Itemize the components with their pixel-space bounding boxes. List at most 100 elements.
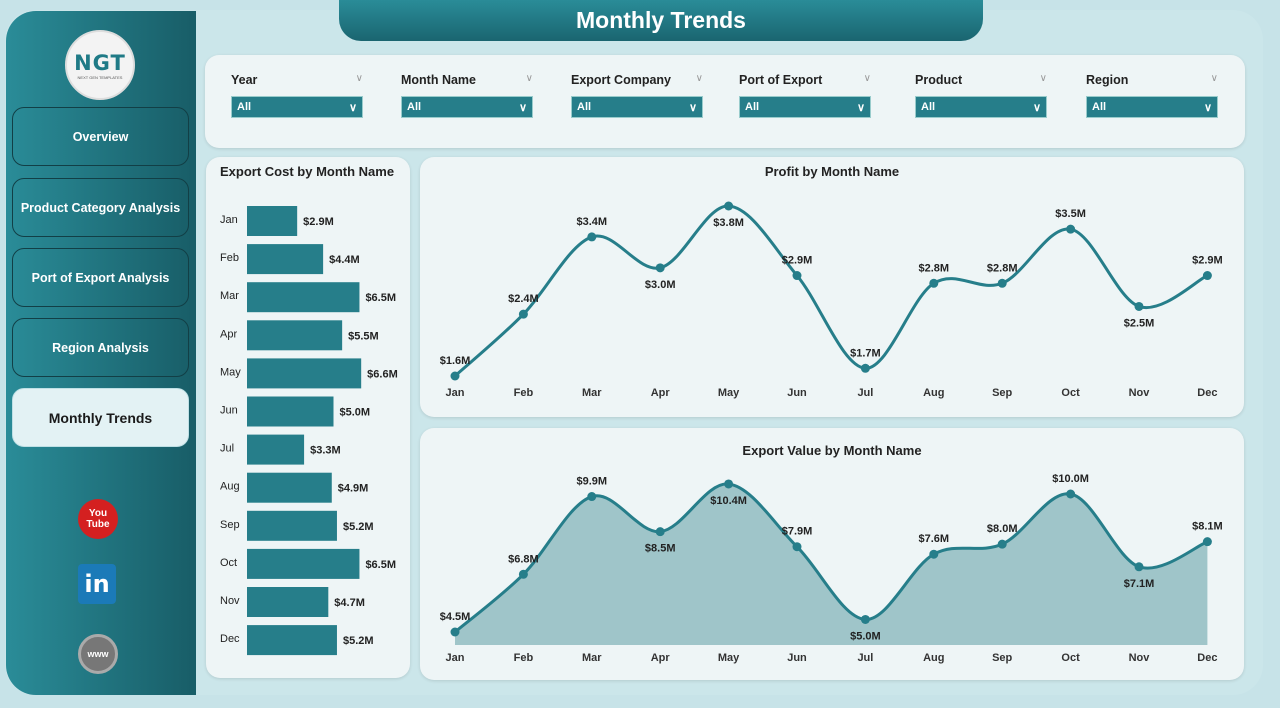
page-title: Monthly Trends bbox=[339, 0, 983, 41]
chevron-down-icon[interactable]: ∨ bbox=[863, 73, 871, 84]
nav-monthly-trends[interactable]: Monthly Trends bbox=[12, 388, 189, 447]
bar-category-label: Apr bbox=[220, 328, 237, 340]
filter-dropdown[interactable]: All ∨ bbox=[231, 96, 363, 118]
filter-region: Region ∨ All ∨ bbox=[1086, 73, 1218, 118]
data-label: $2.8M bbox=[919, 262, 950, 274]
data-label: $7.9M bbox=[782, 526, 813, 538]
bar-category-label: Mar bbox=[220, 290, 239, 302]
filter-dropdown[interactable]: All ∨ bbox=[571, 96, 703, 118]
data-point-may bbox=[724, 479, 734, 489]
data-point-nov bbox=[1134, 301, 1144, 311]
export-value-area-chart: $4.5M Jan $6.8M Feb $9.9M Mar $8.5M Apr $10.4M Ma… bbox=[440, 473, 1223, 664]
export-cost-bar-chart: Jan $2.9M Feb $4.4M Mar $6.5M Apr $5.5M May $6.6M… bbox=[220, 206, 398, 656]
logo: NGT NEXT GEN TEMPLATES bbox=[65, 30, 135, 100]
bar-category-label: Oct bbox=[220, 557, 237, 569]
bar-category-label: Jan bbox=[220, 214, 238, 226]
data-label: $1.6M bbox=[440, 355, 471, 367]
bar-aug bbox=[247, 472, 332, 503]
data-label: $3.0M bbox=[645, 279, 676, 291]
data-point-oct bbox=[1066, 489, 1076, 499]
chart-title: Export Value by Month Name bbox=[742, 443, 922, 458]
chevron-down-icon: ∨ bbox=[518, 101, 527, 114]
bar-data-label: $4.4M bbox=[329, 254, 360, 266]
sidebar: NGT NEXT GEN TEMPLATES bbox=[6, 11, 196, 695]
bar-data-label: $3.3M bbox=[310, 445, 341, 457]
filter-value: All bbox=[921, 101, 936, 113]
nav-overview[interactable]: Overview bbox=[12, 107, 189, 166]
filter-value: All bbox=[745, 101, 760, 113]
linkedin-icon[interactable]: in bbox=[78, 564, 116, 604]
x-tick-label: Oct bbox=[1061, 652, 1080, 664]
x-tick-label: Jan bbox=[446, 652, 465, 664]
filter-label: Port of Export bbox=[739, 73, 823, 87]
data-point-oct bbox=[1066, 224, 1076, 234]
bar-data-label: $5.5M bbox=[348, 330, 379, 342]
data-label: $8.5M bbox=[645, 543, 676, 555]
x-tick-label: Aug bbox=[923, 387, 944, 399]
data-point-mar bbox=[587, 492, 597, 502]
data-label: $2.9M bbox=[1192, 255, 1223, 267]
x-tick-label: Nov bbox=[1129, 652, 1151, 664]
bar-mar bbox=[247, 282, 360, 313]
x-tick-label: Apr bbox=[651, 387, 671, 399]
filter-value: All bbox=[237, 101, 252, 113]
nav-port-of-export-analysis[interactable]: Port of Export Analysis bbox=[12, 248, 189, 307]
bar-data-label: $4.7M bbox=[334, 597, 365, 609]
data-label: $4.5M bbox=[440, 611, 471, 623]
bar-data-label: $5.2M bbox=[343, 521, 374, 533]
filter-value: All bbox=[577, 101, 592, 113]
bar-jun bbox=[247, 396, 334, 427]
filter-dropdown[interactable]: All ∨ bbox=[739, 96, 871, 118]
chevron-down-icon[interactable]: ∨ bbox=[695, 73, 703, 84]
bar-data-label: $5.0M bbox=[340, 407, 371, 419]
data-point-jun bbox=[792, 271, 802, 281]
data-point-feb bbox=[518, 569, 528, 579]
data-point-sep bbox=[997, 539, 1007, 549]
data-label: $2.4M bbox=[508, 293, 539, 305]
filter-port-of-export: Port of Export ∨ All ∨ bbox=[739, 73, 871, 118]
bar-category-label: Dec bbox=[220, 633, 240, 645]
filter-dropdown[interactable]: All ∨ bbox=[915, 96, 1047, 118]
chevron-down-icon: ∨ bbox=[856, 101, 865, 114]
filter-dropdown[interactable]: All ∨ bbox=[1086, 96, 1218, 118]
x-tick-label: Apr bbox=[651, 652, 671, 664]
x-tick-label: Feb bbox=[514, 652, 534, 664]
data-label: $3.8M bbox=[713, 217, 744, 229]
filter-panel bbox=[205, 55, 1245, 148]
filter-label: Region bbox=[1086, 73, 1129, 87]
bar-feb bbox=[247, 244, 324, 275]
bar-sep bbox=[247, 510, 337, 541]
nav-region-analysis[interactable]: Region Analysis bbox=[12, 318, 189, 377]
globe-icon[interactable]: www bbox=[78, 634, 118, 674]
filter-dropdown[interactable]: All ∨ bbox=[401, 96, 533, 118]
bar-may bbox=[247, 358, 362, 389]
chevron-down-icon[interactable]: ∨ bbox=[355, 73, 363, 84]
bar-category-label: Nov bbox=[220, 595, 240, 607]
nav-product-category-analysis[interactable]: Product Category Analysis bbox=[12, 178, 189, 237]
bar-jan bbox=[247, 206, 298, 236]
data-label: $6.8M bbox=[508, 553, 539, 565]
chevron-down-icon[interactable]: ∨ bbox=[1210, 73, 1218, 84]
bar-category-label: Feb bbox=[220, 252, 239, 264]
data-label: $7.1M bbox=[1124, 578, 1155, 590]
bar-category-label: Jul bbox=[220, 443, 234, 455]
data-point-dec bbox=[1202, 271, 1212, 281]
youtube-icon[interactable]: You Tube bbox=[78, 499, 118, 539]
filter-year: Year ∨ All ∨ bbox=[231, 73, 363, 118]
x-tick-label: Jul bbox=[857, 387, 873, 399]
x-tick-label: Aug bbox=[923, 652, 944, 664]
x-tick-label: Dec bbox=[1197, 652, 1217, 664]
chevron-down-icon[interactable]: ∨ bbox=[525, 73, 533, 84]
data-label: $5.0M bbox=[850, 630, 881, 642]
x-tick-label: Feb bbox=[514, 387, 534, 399]
bar-oct bbox=[247, 548, 360, 579]
data-point-may bbox=[724, 201, 734, 211]
data-label: $2.8M bbox=[987, 262, 1018, 274]
data-label: $1.7M bbox=[850, 347, 881, 359]
chevron-down-icon: ∨ bbox=[348, 101, 357, 114]
bar-category-label: Sep bbox=[220, 519, 240, 531]
data-label: $7.6M bbox=[919, 533, 950, 545]
chevron-down-icon[interactable]: ∨ bbox=[1039, 73, 1047, 84]
bar-nov bbox=[247, 587, 329, 617]
chevron-down-icon: ∨ bbox=[1032, 101, 1041, 114]
